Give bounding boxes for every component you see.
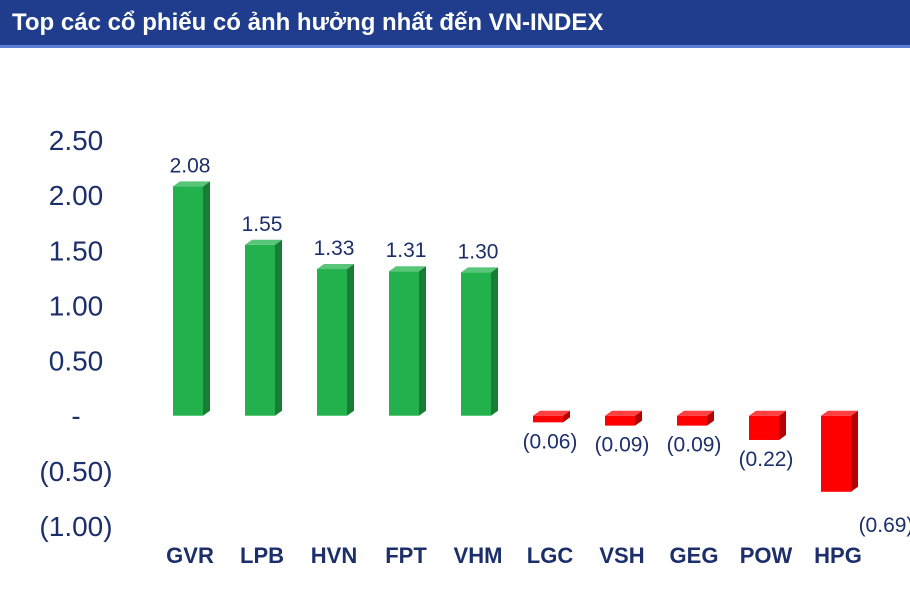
bar-top: [245, 239, 282, 245]
y-tick-label: 0.50: [49, 346, 104, 377]
bar-side: [419, 266, 426, 416]
bar-top: [173, 181, 210, 187]
bar-side: [563, 410, 570, 423]
y-tick-label: -: [71, 401, 80, 432]
category-label: HVN: [311, 543, 357, 568]
data-label: 1.33: [314, 237, 355, 260]
bar: [461, 267, 498, 416]
bar: [533, 410, 570, 423]
bar: [173, 181, 210, 416]
data-label: (0.06): [523, 430, 578, 453]
bar-front: [677, 415, 707, 426]
category-label: LGC: [527, 543, 574, 568]
bar-chart: 2.50 2.00 1.50 1.00 0.50 - (0.50) (1.00) 2.08 1.…: [39, 125, 910, 568]
bar-front: [389, 271, 419, 416]
y-axis: 2.50 2.00 1.50 1.00 0.50 - (0.50) (1.00): [39, 125, 112, 542]
bar-front: [821, 415, 851, 492]
y-tick-label: (1.00): [39, 511, 112, 542]
bar-front: [317, 269, 347, 416]
bar-top: [677, 410, 714, 416]
bar-top: [605, 410, 642, 416]
y-tick-label: 2.50: [49, 125, 104, 156]
bar-side: [275, 239, 282, 416]
bar-side: [851, 410, 858, 492]
bar-top: [749, 410, 786, 416]
category-label: VHM: [454, 543, 503, 568]
bar-front: [749, 415, 779, 440]
bar: [605, 410, 642, 426]
data-label: 1.31: [386, 239, 427, 262]
category-label: HPG: [814, 543, 862, 568]
bar-top: [821, 410, 858, 416]
bar-side: [491, 267, 498, 416]
bar-side: [203, 181, 210, 416]
bar-top: [461, 267, 498, 273]
data-label: 1.55: [242, 213, 283, 236]
category-label: LPB: [240, 543, 284, 568]
bar-front: [533, 415, 563, 423]
category-label: VSH: [599, 543, 644, 568]
data-label: (0.22): [739, 448, 794, 471]
y-tick-label: 2.00: [49, 180, 104, 211]
bar-side: [347, 264, 354, 416]
bar: [677, 410, 714, 426]
bar-front: [461, 272, 491, 416]
category-label: GEG: [670, 543, 719, 568]
bar-front: [173, 186, 203, 416]
category-label: POW: [740, 543, 793, 568]
data-label: 1.30: [458, 240, 499, 263]
bar-top: [389, 266, 426, 272]
bar-top: [533, 410, 570, 416]
chart-title: Top các cổ phiếu có ảnh hưởng nhất đến V…: [12, 9, 604, 36]
y-tick-label: (0.50): [39, 456, 112, 487]
bar-side: [707, 410, 714, 426]
y-tick-label: 1.00: [49, 290, 104, 321]
chart-header: Top các cổ phiếu có ảnh hưởng nhất đến V…: [0, 0, 910, 48]
bar-front: [245, 244, 275, 416]
data-label: (0.09): [595, 434, 650, 457]
bar: [245, 239, 282, 416]
bar-side: [779, 410, 786, 440]
x-axis: GVR LPB HVN FPT VHM LGC VSH GEG POW HPG: [166, 543, 862, 568]
bar-top: [317, 264, 354, 270]
y-tick-label: 1.50: [49, 235, 104, 266]
bar: [389, 266, 426, 416]
bar: [317, 264, 354, 416]
data-label: (0.09): [667, 434, 722, 457]
bar: [749, 410, 786, 440]
bar-side: [635, 410, 642, 426]
data-label: (0.69): [859, 514, 910, 537]
data-labels: 2.08 1.55 1.33 1.31 1.30 (0.06) (0.09) (0.09) (0…: [170, 154, 910, 536]
category-label: FPT: [385, 543, 427, 568]
data-label: 2.08: [170, 154, 211, 177]
bar-front: [605, 415, 635, 426]
bars: [173, 181, 858, 492]
category-label: GVR: [166, 543, 214, 568]
bar: [821, 410, 858, 492]
